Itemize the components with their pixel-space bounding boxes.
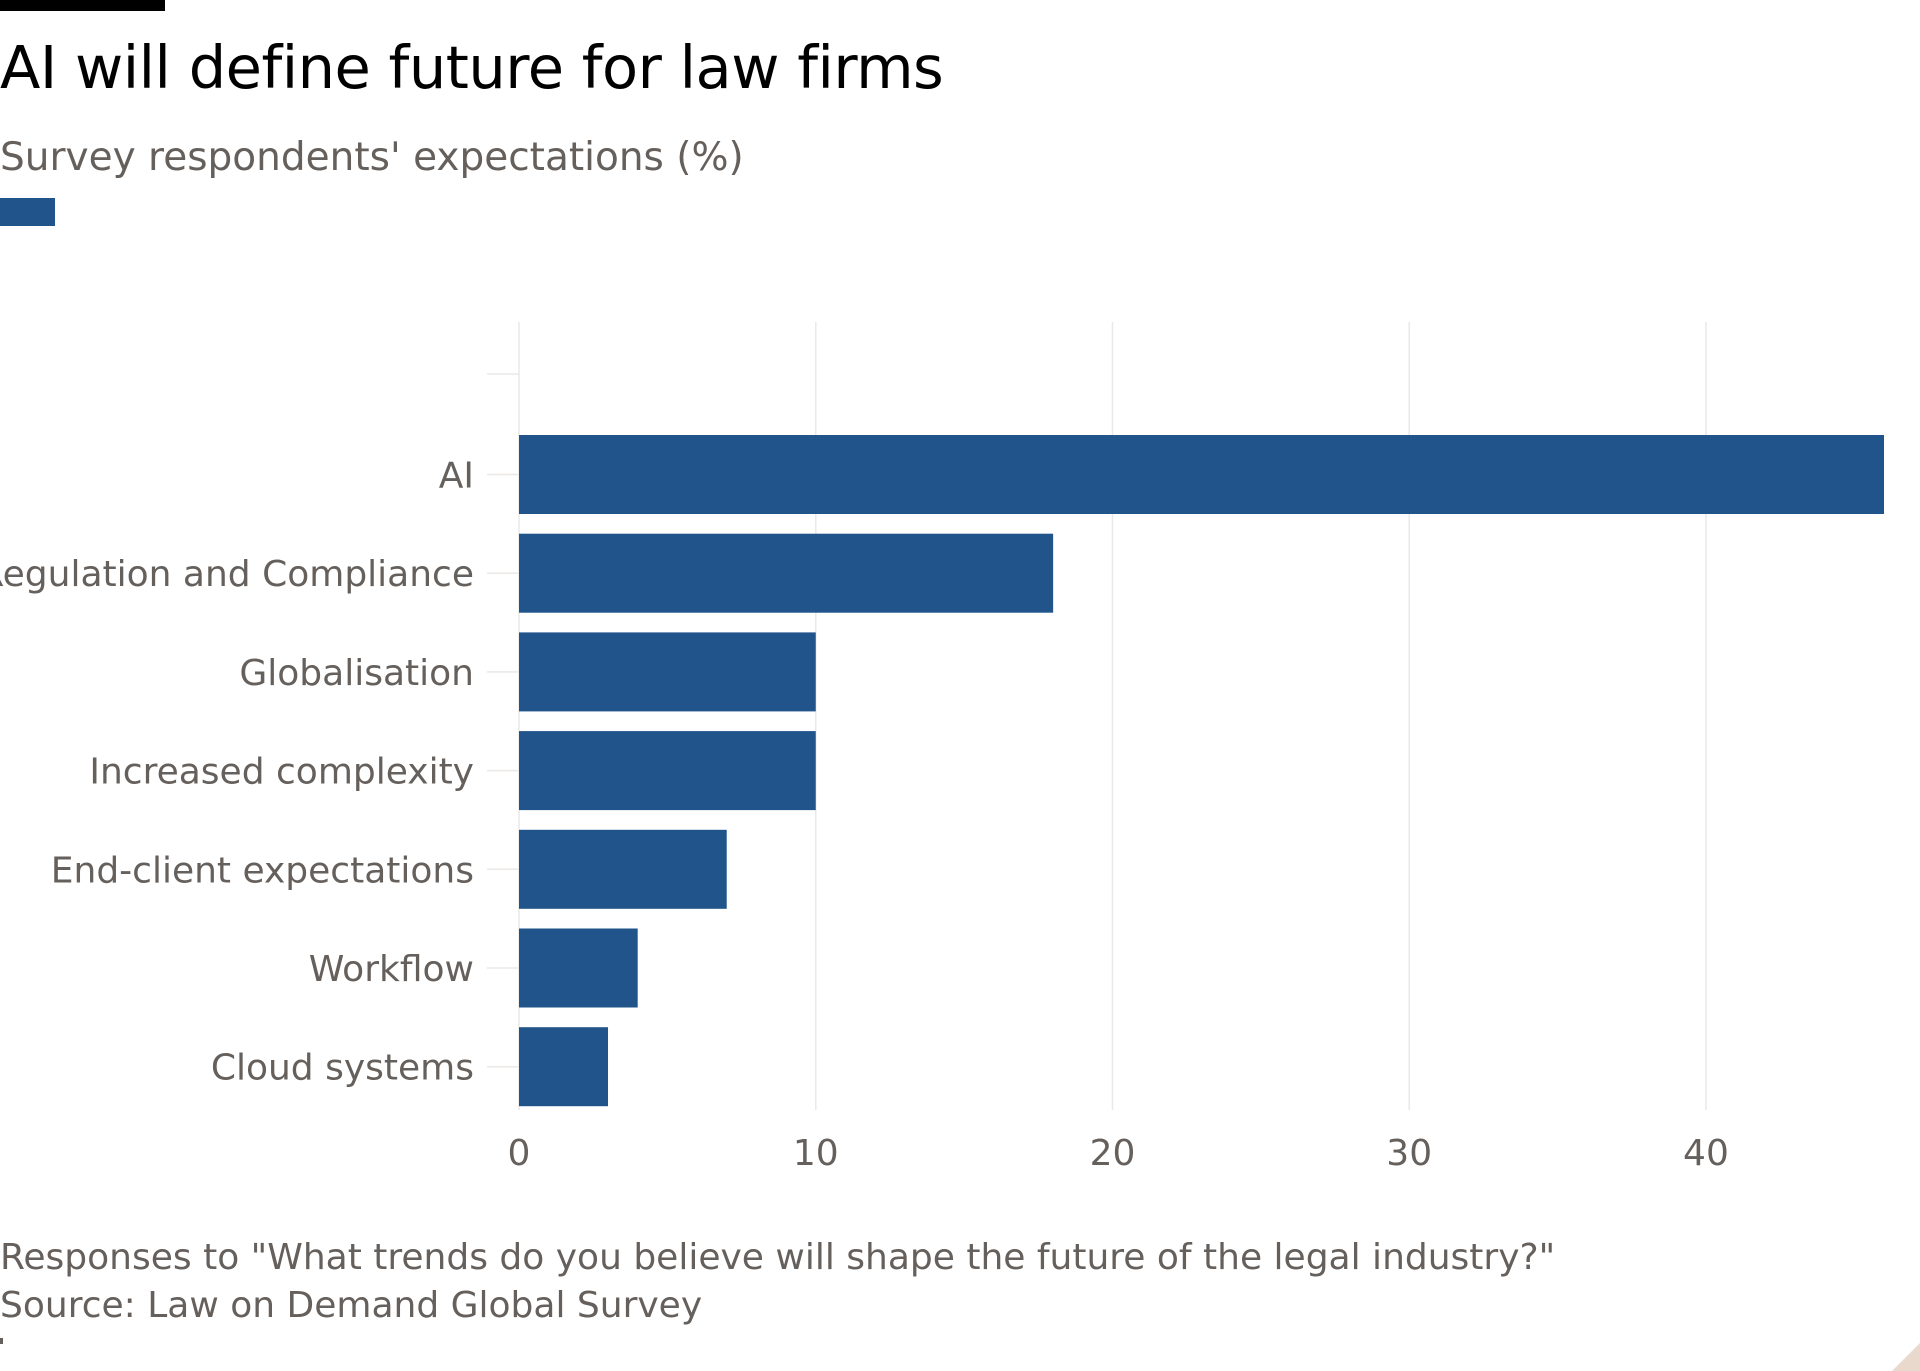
chart-subtitle: Survey respondents' expectations (%) [0, 135, 744, 180]
footer-mark [0, 1338, 3, 1344]
x-tick-label: 0 [508, 1133, 531, 1174]
category-label: AI [439, 456, 474, 497]
bar [519, 435, 1884, 514]
x-tick-label: 30 [1386, 1133, 1432, 1174]
footer-source: Source: Law on Demand Global Survey [0, 1285, 703, 1326]
bar [519, 632, 816, 712]
category-label: Globalisation [239, 653, 474, 694]
legend-swatch [0, 198, 55, 226]
chart-footer: Responses to "What trends do you believe… [0, 1234, 1555, 1330]
category-label: Workflow [309, 949, 474, 990]
corner-mark [1892, 1343, 1920, 1371]
category-label: Cloud systems [211, 1048, 474, 1089]
bar [519, 1027, 609, 1107]
category-label: Regulation and Compliance [0, 554, 474, 595]
category-label: End-client expectations [51, 850, 474, 891]
top-rule [0, 0, 165, 11]
bar [519, 928, 638, 1008]
x-tick-label: 10 [793, 1133, 839, 1174]
bar [519, 533, 1054, 613]
chart-title: AI will define future for law firms [0, 33, 944, 102]
bar [519, 731, 816, 811]
bar [519, 829, 727, 909]
x-tick-label: 20 [1090, 1133, 1136, 1174]
x-tick-label: 40 [1683, 1133, 1729, 1174]
footer-note: Responses to "What trends do you believe… [0, 1237, 1556, 1278]
category-label: Increased complexity [89, 752, 474, 793]
